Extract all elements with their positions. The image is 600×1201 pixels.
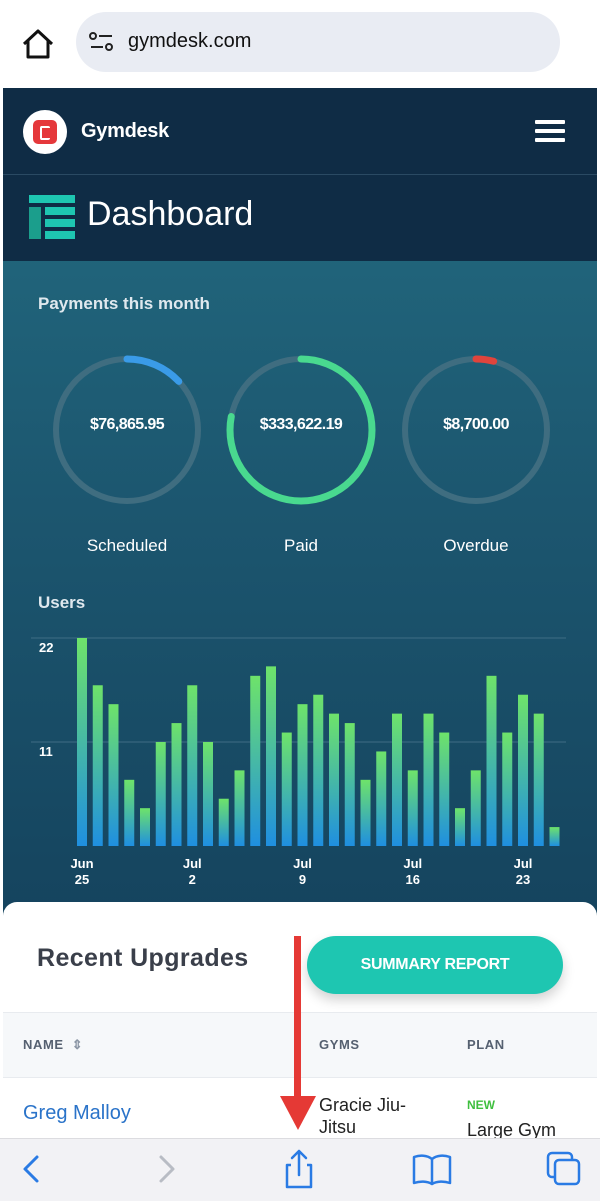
gauge-label: Paid	[283, 536, 319, 555]
user-bar[interactable]	[392, 713, 402, 846]
x-tick-label: Jun	[70, 856, 93, 871]
user-bar[interactable]	[518, 694, 528, 846]
site-settings-icon[interactable]	[88, 30, 116, 54]
users-heading: Users	[38, 593, 86, 612]
user-bar[interactable]	[486, 675, 497, 846]
user-bar[interactable]	[549, 827, 560, 846]
summary-report-button[interactable]: SUMMARY REPORT	[307, 936, 563, 994]
y-tick-label: 11	[39, 744, 53, 759]
payments-heading: Payments this month	[38, 294, 210, 313]
user-bar[interactable]	[250, 675, 261, 846]
gauge-value: $76,865.95	[89, 416, 165, 433]
brand-name: Gymdesk	[81, 120, 169, 142]
hamburger-menu-icon[interactable]	[535, 120, 565, 144]
user-bar[interactable]	[470, 770, 481, 846]
x-tick-label: 16	[406, 872, 420, 887]
browser-toolbar-bottom	[0, 1138, 600, 1201]
url-text: gymdesk.com	[128, 30, 252, 52]
member-name-link[interactable]: Greg Malloy	[23, 1102, 131, 1124]
user-bar[interactable]	[108, 704, 119, 846]
user-bar[interactable]	[455, 808, 465, 846]
forward-icon[interactable]	[144, 1147, 188, 1191]
x-tick-label: Jul	[183, 856, 202, 871]
gauge-label: Scheduled	[86, 536, 168, 555]
gauge-value: $333,622.19	[259, 416, 343, 433]
gauge-label: Overdue	[443, 536, 509, 555]
x-tick-label: 25	[75, 872, 89, 887]
new-badge: NEW	[467, 1098, 495, 1112]
y-tick-label: 22	[39, 640, 53, 655]
user-bar[interactable]	[533, 713, 544, 846]
address-bar[interactable]: gymdesk.com	[76, 12, 560, 72]
user-bar[interactable]	[407, 770, 418, 846]
page-header: Dashboard	[3, 175, 597, 261]
column-header-gyms: GYMS	[319, 1037, 360, 1052]
annotation-arrow	[280, 936, 316, 1130]
column-header-name[interactable]: NAME ⇕	[23, 1037, 83, 1053]
gauge-paid[interactable]: $333,622.19	[221, 350, 381, 510]
user-bar[interactable]	[234, 770, 245, 846]
sort-icon[interactable]: ⇕	[71, 1037, 84, 1052]
user-bar[interactable]	[376, 751, 387, 846]
user-bar[interactable]	[329, 713, 339, 846]
user-bar[interactable]	[281, 732, 292, 846]
home-icon[interactable]	[18, 24, 58, 64]
user-bar[interactable]	[313, 694, 324, 846]
user-bar[interactable]	[439, 732, 450, 846]
user-bar[interactable]	[155, 742, 166, 846]
gym-name: Gracie Jiu-Jitsu	[319, 1095, 407, 1134]
share-icon[interactable]	[277, 1147, 321, 1191]
user-bar[interactable]	[171, 723, 182, 846]
bookmarks-icon[interactable]	[410, 1147, 454, 1191]
user-bar[interactable]	[203, 742, 213, 846]
user-bar[interactable]	[297, 704, 308, 846]
column-label: NAME	[23, 1037, 64, 1052]
column-header-plan: PLAN	[467, 1037, 505, 1052]
user-bar[interactable]	[124, 779, 135, 846]
app-header: Gymdesk	[3, 88, 597, 175]
x-tick-label: Jul	[514, 856, 533, 871]
gauge-scheduled[interactable]: $76,865.95	[47, 350, 207, 510]
gauge-value: $8,700.00	[443, 416, 509, 433]
user-bar[interactable]	[423, 713, 434, 846]
page-title: Dashboard	[87, 195, 254, 233]
card-title: Recent Upgrades	[37, 944, 249, 972]
x-tick-label: 9	[299, 872, 306, 887]
gymdesk-logo[interactable]	[23, 110, 67, 154]
gauge-ring	[52, 355, 202, 505]
gauge-ring	[226, 355, 376, 505]
gauge-overdue[interactable]: $8,700.00	[396, 350, 556, 510]
x-tick-label: 2	[189, 872, 196, 887]
user-bar[interactable]	[187, 685, 198, 846]
user-bar[interactable]	[92, 685, 103, 846]
browser-toolbar-top: gymdesk.com	[0, 0, 600, 88]
user-bar[interactable]	[218, 798, 229, 846]
user-bar[interactable]	[344, 723, 355, 846]
x-tick-label: Jul	[403, 856, 422, 871]
back-icon[interactable]	[10, 1147, 54, 1191]
user-bar[interactable]	[360, 779, 371, 846]
dashboard-icon	[29, 195, 75, 239]
tabs-icon[interactable]	[542, 1147, 586, 1191]
user-bar[interactable]	[140, 808, 150, 846]
user-bar[interactable]	[266, 666, 276, 846]
gauge-ring	[401, 355, 551, 505]
user-bar[interactable]	[502, 732, 513, 846]
x-tick-label: Jul	[293, 856, 312, 871]
plan-name: Large Gym	[467, 1120, 557, 1140]
user-bar[interactable]	[77, 638, 87, 846]
x-tick-label: 23	[516, 872, 530, 887]
logo-mark-icon	[33, 120, 57, 144]
